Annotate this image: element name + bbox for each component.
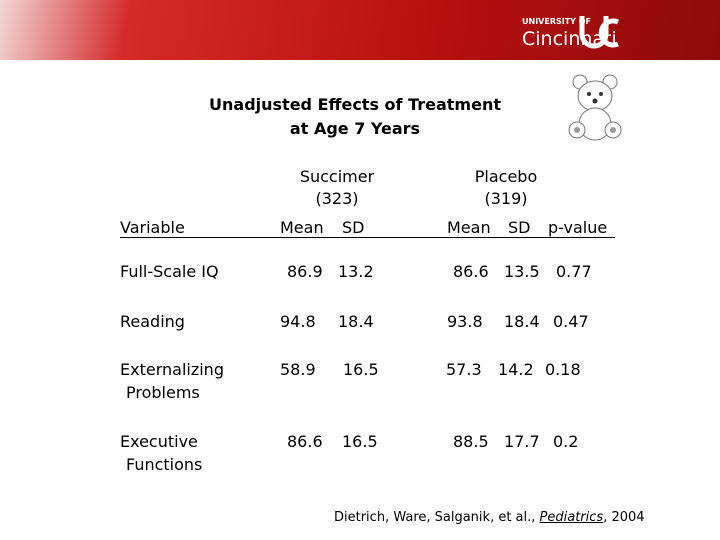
logo-large: Cincinnati [522, 28, 617, 50]
cell: 88.5 [453, 432, 489, 451]
group-n: (319) [484, 189, 528, 208]
cell: 16.5 [342, 432, 378, 451]
logo-small: UNIVERSITY OF [522, 17, 592, 26]
teddy-bear [568, 74, 622, 141]
title: Unadjusted Effects of Treatment [209, 95, 501, 114]
cell: 0.47 [553, 312, 589, 331]
cell: 93.8 [447, 312, 483, 331]
column-header: SD [508, 218, 531, 237]
row-label: Reading [120, 312, 185, 331]
cell: 14.2 [498, 360, 534, 379]
cell: 0.77 [556, 262, 592, 281]
column-header: Variable [120, 218, 185, 237]
header-underline [120, 237, 615, 238]
citation: Dietrich, Ware, Salganik, et al., Pediat… [334, 507, 645, 529]
cell: 18.4 [338, 312, 374, 331]
cell: 0.2 [553, 432, 579, 451]
cell: 0.18 [545, 360, 581, 379]
cell: 13.2 [338, 262, 374, 281]
citation-authors: Dietrich, Ware, Salganik, et al., [334, 510, 540, 525]
cell: 17.7 [504, 432, 540, 451]
citation-journal: Pediatrics [539, 510, 604, 525]
column-header: p-value [548, 218, 608, 237]
cell: 18.4 [504, 312, 540, 331]
cell: 94.8 [280, 312, 316, 331]
row-label: Functions [126, 455, 203, 474]
group-name: Placebo [474, 167, 538, 186]
column-header: SD [342, 218, 365, 237]
group-n: (323) [315, 189, 359, 208]
logo-mark [579, 16, 619, 49]
group-name: Succimer [299, 167, 375, 186]
cell: 13.5 [504, 262, 540, 281]
cell: 58.9 [280, 360, 316, 379]
column-header: Mean [447, 218, 491, 237]
row-label: Full-Scale IQ [120, 262, 219, 281]
column-header: Mean [280, 218, 324, 237]
row-label: Externalizing [120, 360, 224, 379]
cell: 86.6 [453, 262, 489, 281]
title: at Age 7 Years [289, 119, 421, 138]
row-label: Executive [120, 432, 198, 451]
cell: 16.5 [343, 360, 379, 379]
cell: 86.6 [287, 432, 323, 451]
citation-year: , 2004 [603, 510, 645, 525]
cell: 86.9 [287, 262, 323, 281]
row-label: Problems [126, 383, 200, 402]
cell: 57.3 [446, 360, 482, 379]
